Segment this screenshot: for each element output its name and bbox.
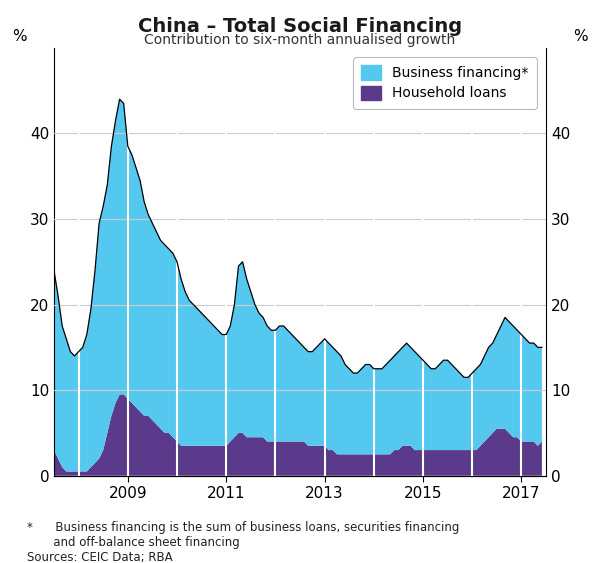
Text: Sources: CEIC Data; RBA: Sources: CEIC Data; RBA: [27, 551, 173, 563]
Text: %: %: [573, 29, 588, 43]
Text: Contribution to six-month annualised growth: Contribution to six-month annualised gro…: [145, 33, 455, 47]
Text: *      Business financing is the sum of business loans, securities financing
   : * Business financing is the sum of busin…: [27, 521, 460, 549]
Text: %: %: [12, 29, 27, 43]
Text: China – Total Social Financing: China – Total Social Financing: [138, 17, 462, 36]
Legend: Business financing*, Household loans: Business financing*, Household loans: [353, 57, 536, 109]
